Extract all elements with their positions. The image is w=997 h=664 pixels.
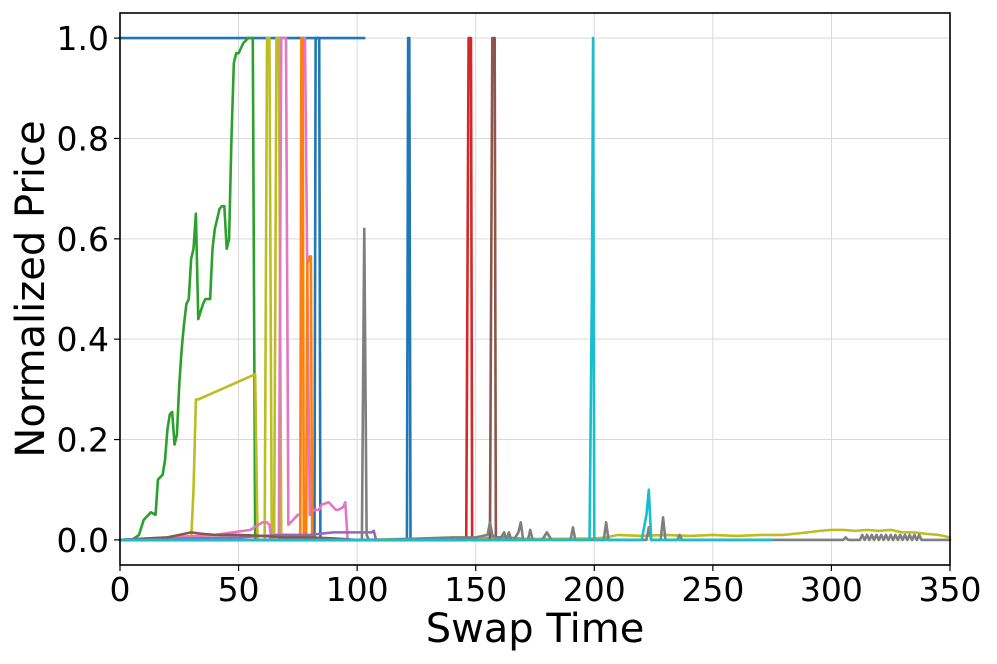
x-tick-label: 0 <box>110 570 131 609</box>
x-tick-label: 350 <box>919 570 982 609</box>
series-line <box>118 36 525 542</box>
series-line <box>118 36 774 542</box>
x-tick-label: 300 <box>800 570 863 609</box>
series-line <box>118 227 952 542</box>
series-line <box>118 36 352 542</box>
axis-ticks: 0 50 100 150 200 250 300 350 0.0 0.2 0.4 0.6 0.8 1.0 <box>57 19 982 609</box>
x-tick-label: 50 <box>218 570 260 609</box>
series-group <box>118 36 952 542</box>
y-tick-label: 0.2 <box>57 421 109 460</box>
x-tick-label: 200 <box>563 570 626 609</box>
grid <box>119 13 951 565</box>
series-line <box>118 36 549 542</box>
y-tick-label: 0.4 <box>57 320 109 359</box>
y-tick-label: 0.8 <box>57 119 109 158</box>
x-tick-label: 250 <box>681 570 744 609</box>
x-tick-label: 150 <box>444 570 507 609</box>
x-tick-label: 100 <box>326 570 389 609</box>
y-axis-label: Normalized Price <box>8 120 54 457</box>
y-tick-label: 0.6 <box>57 220 109 259</box>
y-tick-label: 0.0 <box>57 521 109 560</box>
y-tick-label: 1.0 <box>57 19 109 58</box>
x-axis-label: Swap Time <box>426 606 645 652</box>
plot-frame <box>119 12 951 566</box>
series-line <box>118 36 952 542</box>
